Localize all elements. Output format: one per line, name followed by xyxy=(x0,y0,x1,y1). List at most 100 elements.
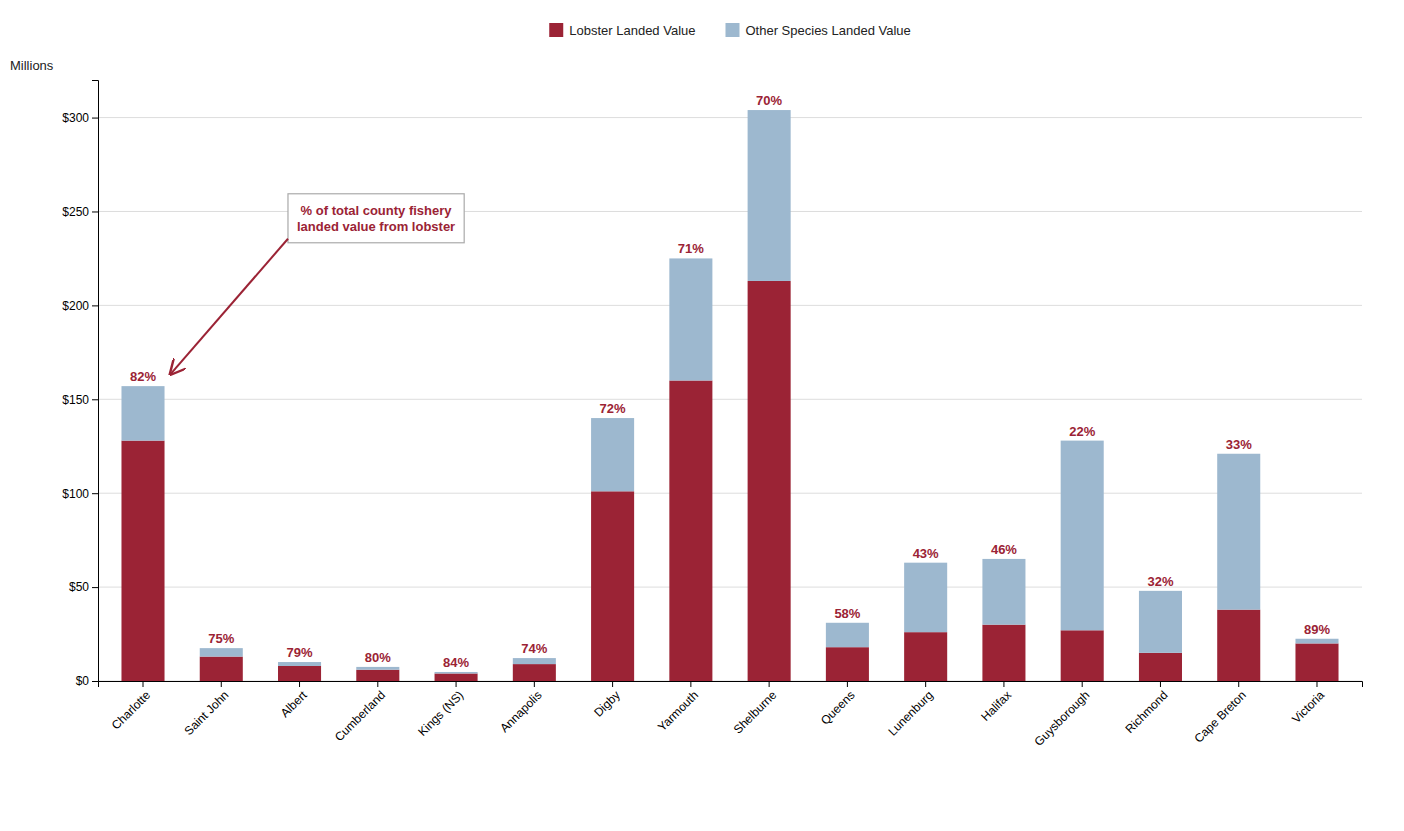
bar xyxy=(748,281,791,681)
tick: Albert xyxy=(278,681,311,720)
bar xyxy=(591,491,634,681)
axis-line xyxy=(99,682,1363,688)
data-label: 33% xyxy=(1226,437,1252,452)
tick: Shelburne xyxy=(731,681,780,737)
grid-line xyxy=(98,305,1362,306)
tick: $150 xyxy=(62,393,98,407)
tick: Cumberland xyxy=(332,681,388,744)
bar xyxy=(1061,441,1104,631)
tick: Queens xyxy=(818,681,858,728)
bar xyxy=(200,648,243,656)
tick-label: Halifax xyxy=(978,688,1014,724)
tick-mark xyxy=(92,399,98,400)
annotation-box xyxy=(288,194,464,243)
y-axis: $0 $50 $100 $150 $200 $250 $300 xyxy=(62,81,98,689)
annotation-text: % of total county fisherylanded value fr… xyxy=(297,203,455,234)
tick: Yarmouth xyxy=(655,681,701,734)
data-labels: 82%75%79%80%84%74%72%71%70%58%43%46%22%3… xyxy=(130,93,1330,670)
grid xyxy=(98,118,1362,681)
bar xyxy=(1139,653,1182,681)
bar xyxy=(513,658,556,664)
annotation-line: % of total county fishery xyxy=(301,203,453,218)
data-label: 72% xyxy=(600,401,626,416)
bar xyxy=(748,110,791,281)
bar xyxy=(1295,643,1338,681)
bar xyxy=(1061,630,1104,681)
tick: Cape Breton xyxy=(1191,681,1249,746)
tick-mark xyxy=(925,681,926,687)
bar xyxy=(904,563,947,632)
tick-mark xyxy=(1238,681,1239,687)
axis-line xyxy=(92,81,99,682)
legend-item: Lobster Landed Value xyxy=(549,23,695,38)
tick: Guysborough xyxy=(1032,681,1093,749)
tick-label: $200 xyxy=(62,299,89,313)
bar xyxy=(591,418,634,491)
bar xyxy=(1295,639,1338,644)
data-label: 82% xyxy=(130,369,156,384)
bar xyxy=(1139,591,1182,653)
data-label: 89% xyxy=(1304,622,1330,637)
data-label: 70% xyxy=(756,93,782,108)
tick-mark xyxy=(221,681,222,687)
tick-mark xyxy=(1160,681,1161,687)
tick-label: Charlotte xyxy=(109,688,154,733)
bar xyxy=(121,386,164,440)
tick-label: $100 xyxy=(62,487,89,501)
tick-label: Kings (NS) xyxy=(415,688,466,739)
bar xyxy=(513,664,556,681)
legend-swatch xyxy=(725,23,739,37)
data-label: 71% xyxy=(678,241,704,256)
tick-mark xyxy=(769,681,770,687)
tick-label: $0 xyxy=(76,674,90,688)
tick-mark xyxy=(1316,681,1317,687)
bar xyxy=(826,647,869,681)
tick-label: Cape Breton xyxy=(1191,688,1249,746)
tick: $0 xyxy=(76,674,98,688)
legend-label: Other Species Landed Value xyxy=(745,23,910,38)
tick: $50 xyxy=(69,580,98,594)
series xyxy=(121,281,1338,681)
tick-label: $250 xyxy=(62,205,89,219)
data-label: 58% xyxy=(834,606,860,621)
tick-mark xyxy=(92,118,98,119)
tick-label: Victoria xyxy=(1289,688,1327,726)
tick: Annapolis xyxy=(497,681,544,735)
bar xyxy=(356,667,399,670)
data-label: 84% xyxy=(443,655,469,670)
tick: $200 xyxy=(62,299,98,313)
tick-mark xyxy=(299,681,300,687)
data-label: 80% xyxy=(365,650,391,665)
bar xyxy=(1217,454,1260,610)
bar xyxy=(200,657,243,681)
tick-label: $50 xyxy=(69,580,89,594)
bar xyxy=(669,258,712,380)
tick: Lunenburg xyxy=(885,681,935,739)
data-label: 75% xyxy=(208,631,234,646)
x-axis: CharlotteSaint JohnAlbertCumberlandKings… xyxy=(99,681,1363,749)
data-label: 32% xyxy=(1147,574,1173,589)
tick-mark xyxy=(456,681,457,687)
plot: $0$50$100$150$200$250$300CharlotteSaint … xyxy=(10,58,1363,749)
legend-swatch xyxy=(549,23,563,37)
axis-label: Millions xyxy=(10,58,54,73)
tick: Digby xyxy=(591,681,623,720)
bar xyxy=(435,672,478,674)
data-label: 74% xyxy=(521,641,547,656)
tick-mark xyxy=(534,681,535,687)
tick-mark xyxy=(92,211,98,212)
series xyxy=(121,110,1338,673)
tick: Richmond xyxy=(1123,681,1171,736)
bar xyxy=(982,625,1025,681)
tick-label: Lunenburg xyxy=(885,688,935,738)
tick-mark xyxy=(377,681,378,687)
legend: Lobster Landed Value Other Species Landed… xyxy=(549,23,911,38)
tick-mark xyxy=(143,681,144,687)
legend-label: Lobster Landed Value xyxy=(569,23,695,38)
tick-label: Digby xyxy=(591,688,623,720)
tick-label: $300 xyxy=(62,111,89,125)
tick-label: Guysborough xyxy=(1032,688,1093,749)
tick: $100 xyxy=(62,487,98,501)
bar xyxy=(356,670,399,681)
data-label: 22% xyxy=(1069,424,1095,439)
